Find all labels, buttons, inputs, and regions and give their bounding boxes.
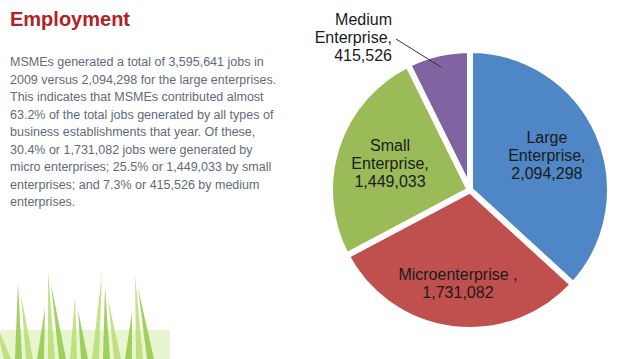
- svg-text:Microenterprise ,1,731,082: Microenterprise ,1,731,082: [398, 266, 517, 301]
- svg-text:SmallEnterprise,1,449,033: SmallEnterprise,1,449,033: [351, 137, 428, 190]
- html-text:Employment: Employment: [10, 8, 130, 30]
- svg-text:MediumEnterprise,415,526: MediumEnterprise,415,526: [315, 11, 392, 64]
- html-text:MSMEs generated a total of 3,5: MSMEs generated a total of 3,595,641 job…: [10, 55, 277, 209]
- svg-text:LargeEnterprise,2,094,298: LargeEnterprise,2,094,298: [508, 129, 585, 182]
